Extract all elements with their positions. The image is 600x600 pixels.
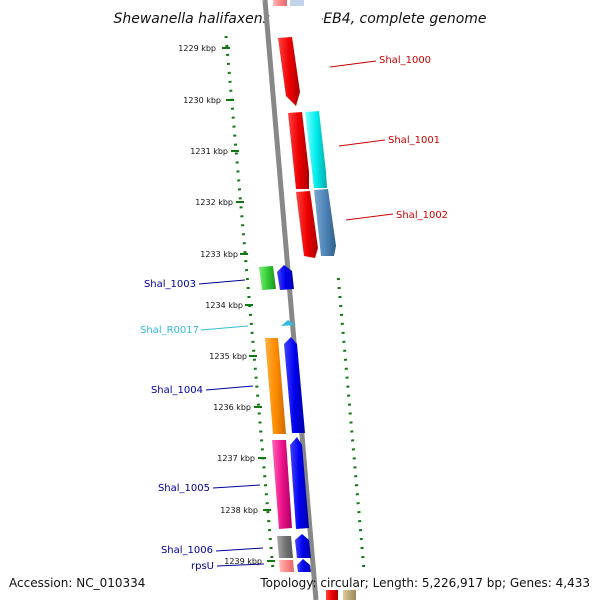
leader-shal-1000 [329, 60, 377, 68]
gene-shal-1000[interactable] [278, 37, 300, 106]
kbp-label: 1234 kbp [205, 301, 243, 310]
accession-text: Accession: NC_010334 [9, 576, 145, 590]
gene-shal-1004-blue[interactable] [284, 337, 305, 433]
kbp-label: 1233 kbp [200, 250, 238, 259]
gene-shal-1002-red[interactable] [296, 191, 318, 258]
leader-shal-1005 [212, 484, 261, 489]
gene-shal-1001-red[interactable] [288, 112, 309, 189]
kbp-label: 1236 kbp [213, 403, 251, 412]
kbp-label: 1229 kbp [178, 44, 216, 53]
gene-rpsu-blue[interactable] [297, 559, 311, 572]
kbp-label: 1231 kbp [190, 147, 228, 156]
gene-label-shal-r0017[interactable]: Shal_R0017 [140, 325, 199, 336]
kbp-label: 1232 kbp [195, 198, 233, 207]
gene-shal-1006-blue[interactable] [295, 534, 311, 558]
leader-shal-1006 [215, 547, 264, 552]
gene-shal-1003[interactable] [259, 266, 276, 290]
gene-label-shal-1001[interactable]: Shal_1001 [388, 135, 440, 146]
leader-shal-1001 [338, 139, 386, 147]
leader-shal-1003 [198, 279, 246, 285]
gene-label-rpsu[interactable]: rpsU [191, 561, 214, 572]
gene-label-shal-1000[interactable]: Shal_1000 [379, 55, 431, 66]
gene-top-cutoff-1 [273, 0, 287, 6]
gene-bottom-cutoff-2 [343, 590, 356, 600]
kbp-label: 1235 kbp [209, 352, 247, 361]
gene-shal-1002[interactable] [314, 189, 336, 256]
gene-shal-1003-blue[interactable] [277, 265, 294, 290]
gene-shal-1004[interactable] [265, 338, 286, 434]
gene-label-shal-1004[interactable]: Shal_1004 [151, 385, 203, 396]
leader-shal-1002 [345, 213, 394, 221]
gene-shal-1006[interactable] [277, 536, 293, 558]
gene-label-shal-1006[interactable]: Shal_1006 [161, 545, 213, 556]
gene-shal-r0017[interactable] [281, 320, 296, 326]
gene-rpsu[interactable] [279, 560, 294, 572]
leader-rpsu [216, 563, 265, 567]
gene-label-shal-1003[interactable]: Shal_1003 [144, 279, 196, 290]
genome-backbone [262, 0, 319, 600]
kbp-label: 1238 kbp [220, 506, 258, 515]
kbp-scale: 1229 kbp 1230 kbp 1231 kbp 1232 kbp 1233… [178, 44, 275, 566]
gene-label-shal-1002[interactable]: Shal_1002 [396, 210, 448, 221]
gene-shal-1005[interactable] [272, 440, 292, 529]
leader-shal-1004 [205, 385, 254, 391]
gene-shal-1001[interactable] [305, 111, 327, 188]
gene-top-cutoff-2 [290, 0, 304, 6]
kbp-label: 1230 kbp [183, 96, 221, 105]
topology-text: Topology: circular; Length: 5,226,917 bp… [259, 576, 590, 590]
leader-shal-r0017 [200, 325, 249, 331]
gene-shal-1005-blue[interactable] [290, 437, 309, 529]
gene-bottom-cutoff-1 [326, 590, 338, 600]
kbp-label: 1239 kbp [224, 557, 262, 566]
gene-label-shal-1005[interactable]: Shal_1005 [158, 483, 210, 494]
kbp-label: 1237 kbp [217, 454, 255, 463]
